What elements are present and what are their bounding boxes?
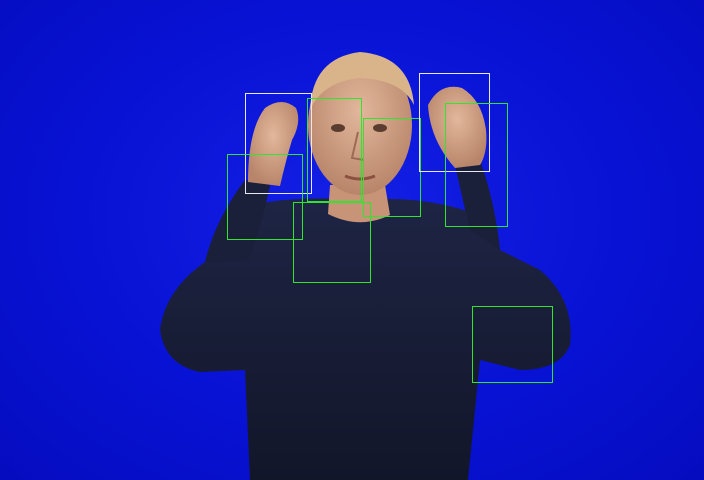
right-eye xyxy=(373,124,387,132)
detection-box-right-hand xyxy=(419,73,490,172)
nose xyxy=(350,131,365,161)
detection-box-right-wrist xyxy=(445,103,508,227)
detection-box-right-elbow xyxy=(472,306,553,383)
neck xyxy=(328,185,390,223)
hair xyxy=(310,52,414,110)
left-eye xyxy=(331,124,345,132)
detection-box-face xyxy=(307,98,362,202)
detection-box-left-wrist xyxy=(227,154,303,240)
left-arm xyxy=(205,180,270,262)
head xyxy=(308,55,412,195)
detection-box-face-right xyxy=(363,118,421,217)
left-hand xyxy=(248,102,299,186)
torso xyxy=(160,198,571,480)
right-hand xyxy=(428,86,487,168)
detection-box-left-hand xyxy=(245,93,312,194)
detection-box-chest xyxy=(293,202,371,283)
mouth xyxy=(344,174,376,181)
